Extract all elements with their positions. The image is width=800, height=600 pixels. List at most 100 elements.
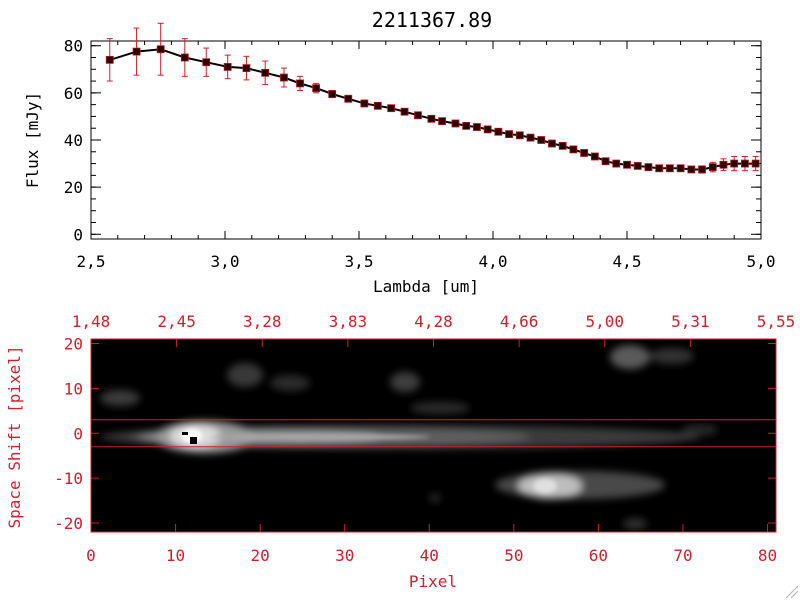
x-tick-label: 50 [504,546,523,565]
y-tick-label: 20 [64,178,83,197]
spectrum-x-axis: 2,5 3,0 3,5 4,0 4,5 5,0 [77,41,776,271]
resize-grip[interactable] [785,585,799,599]
data-point [451,119,460,128]
data-point [156,45,165,54]
image-x-label: Pixel [409,572,457,591]
data-point [687,165,696,174]
data-point [569,145,578,154]
data-point [719,160,728,169]
y-tick-label: 40 [64,131,83,150]
data-point [644,163,653,172]
top-tick-label: 4,28 [414,312,453,331]
data-point [526,133,535,142]
x-tick-label: 3,0 [211,252,240,271]
top-tick-label: 5,00 [585,312,624,331]
x-tick-label: 2,5 [77,252,106,271]
bad-pixel [190,437,197,444]
data-point [296,79,304,88]
x-tick-label: 0 [86,546,96,565]
data-point [387,104,396,113]
data-point [328,90,337,98]
data-point [708,163,717,172]
spectrum-y-label: Flux [mJy] [23,92,42,188]
data-point [537,136,546,144]
x-tick-label: 30 [335,546,354,565]
image-x-axis: 0 10 20 30 40 50 60 70 80 [86,524,777,565]
top-tick-label: 1,48 [72,312,111,331]
data-point [373,101,382,110]
data-point [414,111,422,120]
data-point [202,58,211,67]
y-tick-label: -10 [54,469,83,488]
data-point [730,159,739,168]
data-point [515,131,524,140]
data-point [462,121,471,130]
data-point [655,164,664,173]
data-point [558,141,567,150]
top-tick-label: 3,83 [329,312,368,331]
data-point [676,164,685,173]
image-wavelength-axis: 1,48 2,45 3,28 3,83 4,28 4,66 5,00 5,31 5,55 [72,312,796,347]
data-point [612,159,621,168]
data-point [427,114,436,123]
data-point [633,162,642,170]
data-point [483,125,492,134]
data-point [580,149,589,157]
x-tick-label: 4,5 [613,252,642,271]
spectrum-y-axis: 0 20 40 60 80 [64,37,761,244]
data-point [698,165,706,174]
spectrum-plot: 2211367.89 2,5 3,0 3,5 4,0 4,5 5,0 020406080 … [23,8,775,296]
image-features [100,345,718,530]
image-y-axis: -20 -10 0 10 20 [54,334,776,533]
top-tick-label: 5,55 [757,312,796,331]
y-tick-label: 80 [64,37,83,56]
top-tick-label: 3,28 [243,312,282,331]
bad-pixel [182,432,188,435]
x-tick-label: 10 [166,546,185,565]
data-point [601,157,610,166]
data-point [590,152,599,161]
data-point [261,68,270,77]
spectrum-title: 2211367.89 [372,8,492,32]
y-tick-label: 10 [64,379,83,398]
data-point [242,64,251,73]
y-tick-label: 0 [73,225,83,244]
data-point [505,130,513,139]
data-point [180,53,189,62]
x-tick-label: 60 [589,546,608,565]
x-tick-label: 4,0 [479,252,508,271]
x-tick-label: 80 [758,546,777,565]
data-point [360,99,369,108]
data-point [665,164,674,173]
data-point [132,47,141,56]
top-tick-label: 2,45 [157,312,196,331]
x-tick-label: 3,5 [345,252,374,271]
spectrum-frame [90,40,762,240]
spectrum-markers [105,45,760,174]
data-point [741,159,749,168]
top-tick-label: 5,31 [671,312,710,331]
spectral-image-plot: 0 10 20 30 40 50 60 70 80 -20 -10 0 10 20 1,48 2,45 3,… [5,312,795,591]
y-tick-label: -20 [54,514,83,533]
x-tick-label: 40 [420,546,439,565]
data-point [223,63,232,71]
data-point [473,123,481,131]
x-tick-label: 20 [251,546,270,565]
data-point [105,55,114,64]
x-tick-label: 5,0 [747,252,776,271]
data-point [438,117,446,126]
spectrum-error-bars [106,22,759,174]
data-point [280,73,288,82]
data-point [751,159,760,168]
y-tick-label: 20 [64,334,83,353]
top-tick-label: 4,66 [500,312,539,331]
data-point [344,94,353,103]
data-point [623,160,631,169]
data-point [312,84,321,93]
data-point [548,139,556,148]
y-tick-label: 60 [64,84,83,103]
data-point [400,107,409,116]
y-tick-label: 0 [73,424,83,443]
